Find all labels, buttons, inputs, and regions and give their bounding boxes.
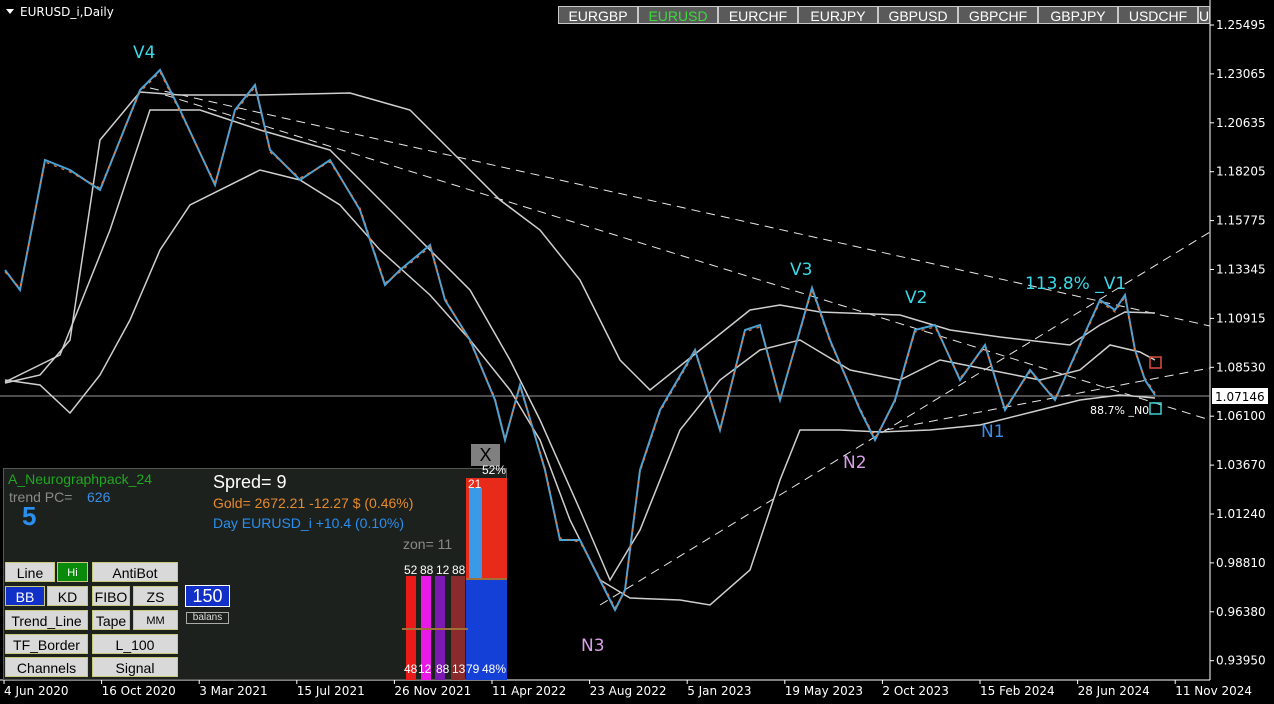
strength-inner [469, 488, 482, 578]
wave-label: N2 [843, 453, 867, 473]
top-percent: 52% [482, 463, 507, 477]
time-label: 15 Feb 2024 [980, 684, 1055, 698]
panel-button[interactable]: ZS [133, 586, 178, 606]
bar-top-label: 88 [452, 563, 466, 577]
sell-marker [1149, 356, 1162, 369]
symbol-tab[interactable]: GBPCHF [958, 6, 1038, 24]
price-label: 1.20635 [1216, 116, 1266, 130]
time-label: 4 Jun 2020 [4, 684, 69, 698]
annotations: V4 V3 V2 113.8% _V1 N1 N2 N3 88.7% _N0 [133, 43, 1149, 656]
symbol-tab[interactable]: EURUSD [638, 6, 718, 24]
trend-value: 626 [87, 489, 111, 505]
time-label: 23 Aug 2022 [590, 684, 667, 698]
symbol-tab[interactable]: GBPJPY [1038, 6, 1118, 24]
gold-quote: Gold= 2672.21 -12.27 $ (0.46%) [213, 495, 414, 511]
price-label: 1.25495 [1216, 18, 1266, 32]
price-axis: 1.25495 1.23065 1.20635 1.18205 1.15775 1.133… [1210, 18, 1266, 668]
bar-top-label: 12 [436, 563, 450, 577]
panel-button[interactable]: AntiBot [92, 562, 178, 582]
bar-bottom-label: 13 [452, 662, 466, 676]
time-axis: 4 Jun 2020 16 Oct 2020 3 Mar 2021 15 Jul 20… [3, 680, 1252, 698]
price-label: 0.96380 [1216, 605, 1266, 619]
bar-level [466, 578, 507, 580]
bar-bottom-label: 48% [482, 662, 507, 676]
panel-button[interactable]: Tape [92, 610, 130, 630]
panel-button[interactable]: KD [47, 586, 88, 606]
panel-button[interactable]: L_100 [92, 634, 178, 654]
time-label: 19 May 2023 [785, 684, 863, 698]
close-button[interactable]: X [471, 444, 500, 466]
trend-digit: 5 [22, 501, 37, 531]
balance-label: balans [186, 612, 229, 624]
bar-bottom-label: 79 [466, 662, 480, 676]
panel-button[interactable]: Signal [92, 657, 178, 677]
time-label: 15 Jul 2021 [297, 684, 365, 698]
price-label: 1.01240 [1216, 507, 1266, 521]
symbol-tab[interactable]: GBPUSD [878, 6, 958, 24]
panel-button[interactable]: Trend_Line [5, 610, 88, 630]
time-label: 5 Jan 2023 [687, 684, 751, 698]
panel-button[interactable]: BB [5, 586, 45, 606]
wave-label: V2 [905, 288, 927, 308]
top-count: 21 [468, 477, 482, 491]
symbol-tab[interactable]: U [1198, 6, 1210, 24]
time-label: 26 Nov 2021 [394, 684, 471, 698]
symbol-tab[interactable]: EURJPY [798, 6, 878, 24]
price-label: 1.08530 [1216, 360, 1266, 374]
price-path-down [4, 70, 1156, 610]
lot-input[interactable]: 150 [185, 585, 230, 607]
price-label: 0.98810 [1216, 556, 1266, 570]
price-label: 1.23065 [1216, 67, 1266, 81]
time-label: 11 Nov 2024 [1175, 684, 1252, 698]
bar-bottom-label: 12 [418, 662, 432, 676]
bar-top-label: 52 [404, 563, 418, 577]
time-label: 16 Oct 2020 [102, 684, 176, 698]
current-price-box [1212, 388, 1268, 404]
panel-button[interactable]: FIBO [92, 586, 130, 606]
trend-label: trend PC= [9, 489, 73, 505]
wave-label: 113.8% _V1 [1025, 274, 1126, 294]
price-label: 1.06100 [1216, 409, 1266, 423]
symbol-tab[interactable]: EURGBP [558, 6, 638, 24]
price-label: 1.18205 [1216, 165, 1266, 179]
wave-label: V3 [790, 260, 812, 280]
bands [4, 91, 1156, 606]
bar-bottom-label: 48 [404, 662, 418, 676]
panel-button[interactable]: Line [5, 562, 55, 582]
buy-marker [1149, 402, 1162, 415]
wave-label: 88.7% _N0 [1090, 404, 1149, 417]
symbol-arrow [6, 9, 14, 14]
window-title: EURUSD_i,Daily [20, 5, 114, 19]
panel-button[interactable]: Channels [5, 657, 88, 677]
symbol-tab[interactable]: EURCHF [718, 6, 798, 24]
bar-top-label: 88 [420, 563, 434, 577]
time-label: 28 Jun 2024 [1078, 684, 1150, 698]
wave-label: N3 [581, 636, 605, 656]
panel-name: A_Neurographpack_24 [8, 471, 152, 487]
panel-button[interactable]: TF_Border [5, 634, 88, 654]
wave-label: N1 [981, 422, 1005, 442]
time-label: 3 Mar 2021 [199, 684, 267, 698]
panel-button[interactable]: MM [133, 610, 178, 630]
symbol-tab[interactable]: USDCHF [1118, 6, 1198, 24]
time-label: 2 Oct 2023 [882, 684, 949, 698]
price-label: 1.15775 [1216, 214, 1266, 228]
panel-button[interactable]: Hi [57, 562, 88, 582]
current-price: 1.07146 [1215, 390, 1265, 404]
price-label: 1.13345 [1216, 263, 1266, 277]
price-label: 1.10915 [1216, 311, 1266, 325]
bar-bottom-label: 88 [436, 662, 450, 676]
zone: zon= 11 [403, 536, 453, 552]
trend-lines [149, 87, 1211, 606]
wave-label: V4 [133, 43, 155, 63]
price-label: 1.03670 [1216, 458, 1266, 472]
bar-mid-line [402, 628, 468, 630]
time-label: 11 Apr 2022 [492, 684, 566, 698]
price-label: 0.93950 [1216, 654, 1266, 668]
spread: Spred= 9 [213, 472, 287, 492]
day-change: Day EURUSD_i +10.4 (0.10%) [213, 515, 405, 531]
